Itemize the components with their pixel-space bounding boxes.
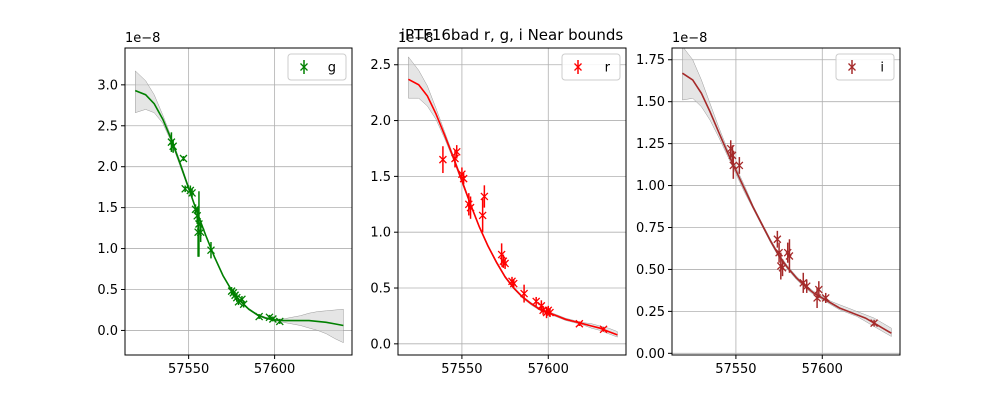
confidence-band [682,48,892,337]
legend-label: r [605,61,611,76]
fit-line [681,72,892,334]
data-point [459,174,468,183]
data-point [575,319,584,328]
y-tick-label: 0.0 [370,337,391,352]
data-point [239,300,248,309]
legend-box [561,53,621,81]
y-tick-label: 1.50 [636,95,665,110]
data-point [234,297,243,306]
confidence-band [408,56,618,338]
y-tick-label: 1.00 [636,179,665,194]
y-tick-label: 1.0 [370,226,391,241]
data-point [207,246,215,255]
y-offset-label: 1e−8 [672,31,707,46]
y-tick-label: 0.00 [636,347,665,362]
panel-r: 57550 57600 0.0 0.5 1.0 1.5 2.0 2.5 1e−8 r [370,31,627,377]
plot-area-i [681,48,892,337]
data-point [501,259,510,268]
legend-box [287,53,347,81]
data-point [735,161,744,170]
y-tick-label: 0.50 [636,263,665,278]
x-tick-label: 57600 [802,362,843,377]
y-tick-label: 3.0 [97,78,118,93]
data-point [773,235,782,244]
data-point [814,285,823,294]
axes-frame [124,47,353,356]
data-point [466,203,475,212]
data-point [478,211,487,220]
x-tick-label: 57550 [441,362,482,377]
data-point [179,154,188,163]
axes-frame [397,47,627,356]
x-tick-label: 57550 [715,362,756,377]
y-tick-label: 1.25 [636,137,665,152]
data-point [778,263,787,272]
panel-i: 57550 57600 0.00 0.25 0.50 0.75 1.00 1.25 1.50 1.… [636,31,901,377]
x-tick-label: 57600 [254,362,295,377]
legend-marker [300,63,308,71]
legend-marker [848,63,856,71]
y-tick-label: 1.75 [636,53,665,68]
data-point [870,319,879,328]
data-point [452,147,461,156]
y-offset-label: 1e−8 [398,31,433,46]
y-tick-label: 2.0 [370,114,391,129]
data-point [821,294,830,302]
legend-box [835,53,895,81]
data-point [729,161,738,170]
y-tick-label: 0.5 [370,282,391,297]
data-point [275,317,284,326]
data-point [802,282,811,291]
panel-g: 57550 57600 0.0 0.5 1.0 1.5 2.0 2.5 3.0 1e−8 g [97,31,353,377]
data-point [728,151,737,160]
plot-area-g [135,70,344,344]
y-tick-label: 0.0 [97,324,118,339]
data-point [196,228,205,237]
y-tick-label: 0.5 [97,283,118,298]
y-tick-label: 1.0 [97,242,118,257]
data-point [480,192,489,201]
legend-label: g [328,61,336,76]
data-point [599,325,608,334]
data-point [438,155,447,164]
data-point [509,279,518,288]
data-point [520,289,529,298]
y-tick-label: 2.5 [97,119,118,134]
figure-title: iPTF16bad r, g, i Near bounds [401,26,624,44]
y-tick-label: 1.5 [370,170,391,185]
data-point [268,315,277,323]
y-tick-label: 0.25 [636,305,665,320]
panels: 57550 576000.00.51.01.52.02.53.01e−8g5755… [97,31,901,377]
y-tick-label: 1.5 [97,201,118,216]
x-tick-label: 57600 [528,362,569,377]
x-tick-label: 57550 [168,362,209,377]
data-point [181,184,190,193]
y-tick-label: 0.75 [636,221,665,236]
data-point [188,188,197,197]
y-offset-label: 1e−8 [125,31,160,46]
data-point [169,142,178,151]
plot-area-r [408,56,618,338]
data-point [255,312,264,321]
axes-frame [671,47,901,356]
legend-marker [574,63,582,71]
data-point [785,252,794,260]
y-tick-label: 2.5 [370,58,391,73]
legend-label: i [880,61,884,76]
data-point [546,308,554,317]
y-tick-label: 2.0 [97,160,118,175]
fit-line [408,78,618,336]
